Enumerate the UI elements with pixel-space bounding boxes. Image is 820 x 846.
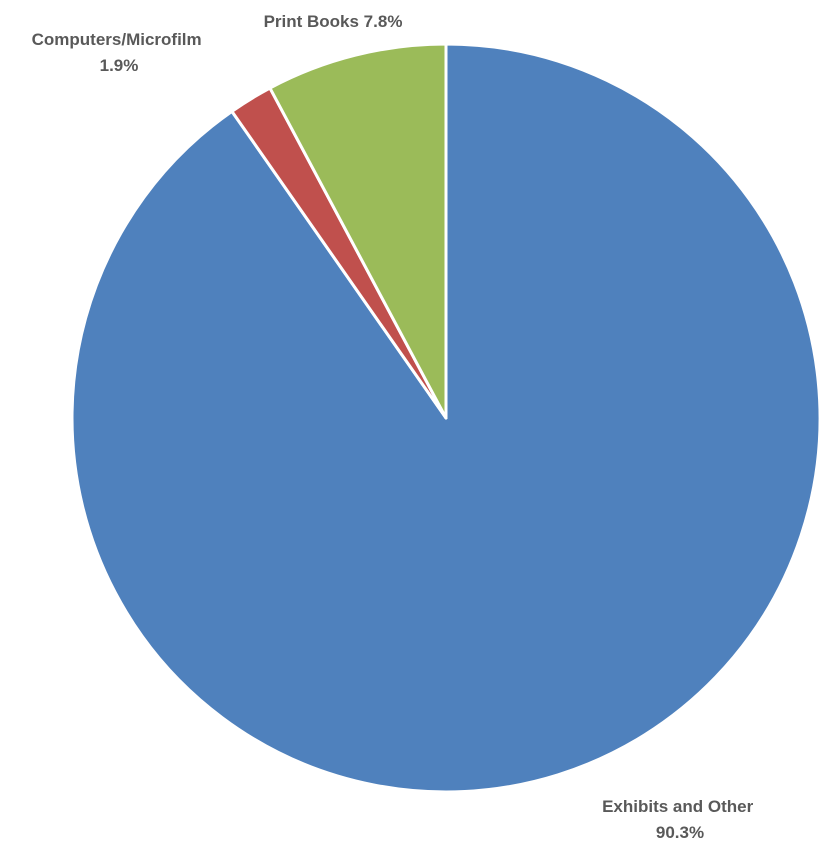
slice-print-books: [268, 42, 448, 420]
slice-labels: Exhibits and Other 90.3% Computers/Micro…: [32, 12, 758, 842]
pie-slices: [70, 42, 820, 794]
label-exhibits-and-other-name: Exhibits and Other: [602, 797, 754, 816]
label-computers-microfilm: Computers/Microfilm 1.9%: [32, 30, 207, 75]
label-exhibits-and-other-value: 90.3%: [656, 823, 704, 842]
label-exhibits-and-other: Exhibits and Other 90.3%: [602, 797, 758, 842]
label-computers-microfilm-name: Computers/Microfilm: [32, 30, 202, 49]
label-print-books: Print Books 7.8%: [264, 12, 403, 31]
label-computers-microfilm-value: 1.9%: [100, 56, 139, 75]
label-print-books-text: Print Books 7.8%: [264, 12, 403, 31]
